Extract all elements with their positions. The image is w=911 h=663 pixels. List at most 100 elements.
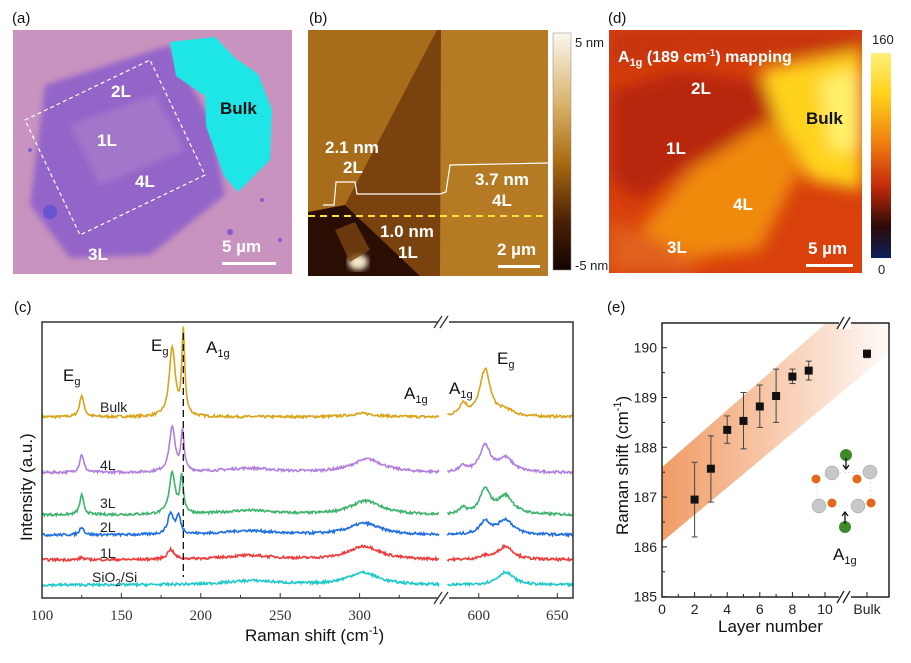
x-tick-label: 200 — [190, 608, 213, 624]
peak-label: Eg — [151, 336, 168, 358]
panel-label: (a) — [12, 10, 30, 27]
layer-label-4L: 4L — [492, 191, 512, 210]
atom-icon — [866, 498, 876, 508]
height-profile-line — [323, 162, 548, 206]
x-axis-ticks: 100 150 200 250 300 600 650 — [31, 593, 569, 624]
scale-bar-label: 5 µm — [222, 237, 261, 256]
spectrum-line-sio2si — [41, 570, 440, 589]
spectrum-line-1l — [446, 543, 574, 563]
raman-map-image — [609, 30, 862, 273]
peak-annotations: Eg Eg A1g A1g A1g Eg — [63, 336, 514, 406]
plot-frame — [41, 321, 574, 599]
plot-frame — [661, 322, 890, 598]
series-label: 1L — [100, 545, 116, 561]
data-point-marker — [804, 366, 813, 375]
x-tick-label: 10 — [817, 601, 833, 617]
panel-a: (a) 2L 1L 4L 3L Bulk 5 µm — [12, 10, 292, 274]
y-tick-label: 187 — [634, 489, 658, 505]
spectrum-line-3l — [446, 486, 573, 517]
y-tick-label: 190 — [634, 340, 658, 356]
y-axis-label: Raman shift (cm-1) — [612, 396, 632, 535]
atom-icon — [862, 464, 878, 480]
x-tick-label: 250 — [269, 608, 292, 624]
afm-image — [308, 30, 548, 276]
spectrum-line-1l — [41, 543, 440, 563]
colorbar-min-label: -5 nm — [575, 258, 608, 273]
atom-icon — [852, 474, 862, 484]
panel-d: (d) A1g (189 cm-1) mapping 2L 1L 4L 3L B… — [608, 10, 894, 277]
data-point-marker — [739, 416, 748, 425]
y-tick-label: 189 — [634, 390, 658, 406]
x-tick-label: 4 — [723, 601, 731, 617]
step-height-2L: 2.1 nm — [325, 138, 379, 157]
region-label-4L: 4L — [733, 195, 753, 214]
spectrum-line-sio2si — [447, 569, 574, 588]
inset-mode-label: A1g — [833, 545, 857, 567]
y-tick-label: 185 — [634, 589, 658, 605]
data-point-marker — [788, 372, 797, 381]
scale-bar-label: 2 µm — [497, 240, 536, 259]
region-label-1L: 1L — [97, 131, 117, 150]
atom-icon — [827, 498, 837, 508]
x-tick-label: 650 — [546, 608, 569, 624]
y-tick-label: 186 — [634, 539, 658, 555]
data-point-marker — [772, 392, 781, 401]
series-label: Bulk — [100, 399, 128, 415]
spectrum-line-bulk — [447, 366, 574, 420]
x-tick-label: 150 — [110, 608, 133, 624]
spectrum-line-4l — [41, 424, 440, 476]
y-axis-label: Intensity (a.u.) — [17, 433, 36, 541]
atom-icon — [811, 474, 821, 484]
peak-label: A1g — [449, 379, 473, 401]
layer-label-1L: 1L — [398, 243, 418, 262]
colorbar-max-label: 5 nm — [575, 35, 604, 50]
bulk-label: Bulk — [220, 99, 257, 118]
spectrum-line-bulk — [41, 326, 440, 420]
data-point-marker — [863, 349, 871, 358]
x-axis-label: Layer number — [718, 617, 823, 636]
x-tick-label: 2 — [691, 601, 699, 617]
x-tick-label: Bulk — [853, 601, 881, 617]
panel-label: (b) — [309, 10, 327, 27]
dashed-region-box — [24, 59, 206, 236]
optical-image — [13, 30, 292, 274]
spectrum-line-2l — [446, 517, 574, 538]
axis-break-marks — [836, 316, 851, 604]
region-label-1L: 1L — [666, 139, 686, 158]
scale-bar — [498, 265, 540, 268]
series-label: 4L — [100, 457, 116, 473]
atom-icon — [824, 465, 840, 481]
region-label-3L: 3L — [88, 245, 108, 264]
peak-label: A1g — [206, 338, 230, 360]
panel-b: (b) 2.1 nm 2L 3.7 nm 4L 1.0 nm 1L 2 µm 5… — [308, 10, 608, 276]
atom-icon — [850, 498, 866, 514]
scale-bar — [806, 264, 853, 267]
data-point-marker — [723, 425, 732, 434]
a1g-mode-inset: A1g — [811, 449, 878, 567]
atom-icon — [811, 498, 827, 514]
panel-label: (c) — [14, 299, 32, 316]
series-labels: Bulk 4L 3L 2L 1L SiO2/Si — [92, 399, 137, 589]
x-tick-label: 8 — [789, 601, 797, 617]
series-label: 2L — [100, 519, 116, 535]
x-tick-label: 100 — [31, 608, 54, 624]
spectrum-line-3l — [41, 469, 440, 518]
region-label-4L: 4L — [135, 172, 155, 191]
height-colorbar — [552, 32, 572, 271]
spectrum-line-2l — [41, 510, 440, 538]
spectra-series-group — [41, 326, 574, 589]
series-label: 3L — [100, 495, 116, 511]
peak-label: A1g — [404, 384, 428, 406]
vibration-arrow-icon — [841, 458, 850, 524]
x-tick-label: 0 — [658, 601, 666, 617]
axis-ticks: 185 186 187 188 189 190 0 2 4 6 8 10 Bulk — [634, 340, 882, 617]
spectrum-line-4l — [446, 442, 573, 476]
data-point-marker — [690, 495, 699, 504]
atom-icon — [840, 449, 852, 461]
bulk-label: Bulk — [806, 109, 843, 128]
data-point-marker — [706, 464, 715, 473]
scale-bar-label: 5 µm — [808, 239, 847, 258]
trend-band — [662, 323, 889, 542]
series-label: SiO2/Si — [92, 569, 137, 589]
